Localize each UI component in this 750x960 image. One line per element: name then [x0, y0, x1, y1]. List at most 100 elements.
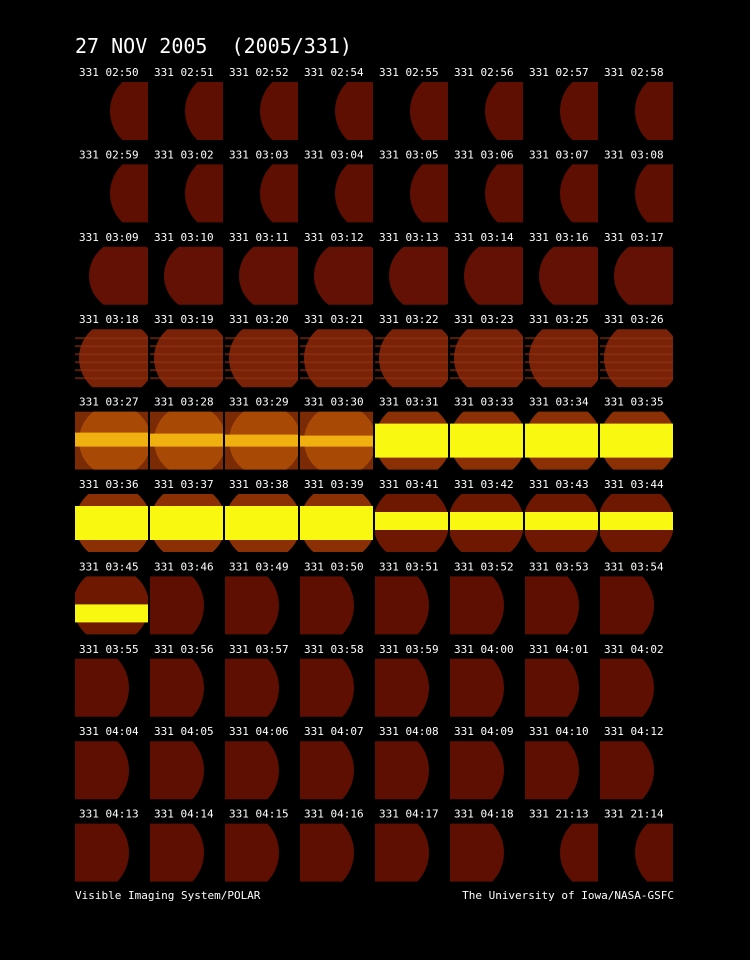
frame-image [300, 576, 354, 635]
frame-image [335, 164, 373, 223]
frame-image [225, 823, 279, 882]
stripe [75, 377, 148, 380]
frame-image [450, 823, 504, 882]
frame-label: 331 04:12 [604, 725, 664, 738]
frame-image [375, 823, 429, 882]
frame-label: 331 03:25 [529, 313, 589, 326]
frame-image [450, 741, 504, 800]
frame-label: 331 03:43 [529, 478, 589, 491]
frame-label: 331 02:54 [304, 66, 364, 79]
frame-image [450, 329, 523, 388]
frame-image [239, 246, 298, 305]
disc [335, 164, 373, 223]
frame-label: 331 03:14 [454, 231, 514, 244]
stripe [225, 369, 298, 372]
frame-image [410, 82, 448, 140]
frame-image [75, 823, 129, 882]
frame-image [75, 658, 129, 717]
frame-label: 331 03:11 [229, 231, 289, 244]
frame-label: 331 03:29 [229, 396, 289, 409]
stripe [225, 337, 298, 340]
stripe [525, 369, 598, 372]
disc [450, 658, 504, 717]
band [375, 512, 448, 530]
frame-label: 331 03:19 [154, 313, 214, 326]
disc [485, 164, 523, 223]
disc [525, 658, 579, 717]
stripe [300, 361, 373, 364]
frame-image [75, 576, 148, 635]
stripe [450, 361, 523, 364]
band [75, 506, 148, 540]
frame-image [560, 164, 598, 223]
frame-image [300, 329, 373, 388]
disc [150, 823, 204, 882]
stripe [300, 345, 373, 348]
frame-image [600, 576, 654, 635]
disc [229, 329, 298, 388]
frame-label: 331 03:12 [304, 231, 364, 244]
band [225, 434, 298, 447]
disc [300, 741, 354, 800]
frame-image [314, 246, 373, 305]
frame-label: 331 03:03 [229, 148, 289, 161]
frame-image [635, 82, 673, 140]
disc [300, 576, 354, 635]
disc [560, 82, 598, 140]
disc [225, 823, 279, 882]
band [525, 423, 598, 458]
frame-label: 331 03:52 [454, 560, 514, 573]
frame-label: 331 03:04 [304, 148, 364, 161]
frame-image [375, 741, 429, 800]
frame-label: 331 02:56 [454, 66, 514, 79]
disc [604, 329, 673, 388]
frame-label: 331 03:08 [604, 148, 664, 161]
frame-image [635, 823, 673, 882]
frame-label: 331 03:20 [229, 313, 289, 326]
stripe [450, 337, 523, 340]
frame-label: 331 02:59 [79, 148, 139, 161]
frame-image [75, 411, 148, 470]
frame-label: 331 04:16 [304, 808, 364, 821]
frame-image [375, 411, 448, 470]
frame-label: 331 03:23 [454, 313, 514, 326]
frame-image [150, 823, 204, 882]
stripe [525, 361, 598, 364]
disc [525, 576, 579, 635]
frame-label: 331 03:13 [379, 231, 439, 244]
frame-label: 331 03:34 [529, 396, 589, 409]
disc [154, 329, 223, 388]
frame-image [300, 658, 354, 717]
frame-image [464, 246, 523, 305]
frame-image [525, 576, 579, 635]
band [600, 423, 673, 458]
disc [635, 82, 673, 140]
frame-label: 331 03:54 [604, 560, 664, 573]
frame-image [225, 411, 298, 470]
band [150, 506, 223, 540]
stripe [150, 369, 223, 372]
frame-label: 331 03:46 [154, 560, 214, 573]
disc [300, 658, 354, 717]
frame-label: 331 03:10 [154, 231, 214, 244]
frame-image [450, 494, 523, 552]
frame-image [600, 411, 673, 470]
frame-label: 331 04:17 [379, 808, 439, 821]
disc [600, 658, 654, 717]
stripe [600, 369, 673, 372]
disc [225, 658, 279, 717]
frame-image [525, 411, 598, 470]
stripe [75, 361, 148, 364]
frame-image [525, 494, 598, 552]
frame-label: 331 04:05 [154, 725, 214, 738]
disc [529, 329, 598, 388]
frame-image [150, 494, 223, 552]
disc [560, 823, 598, 882]
frame-image [260, 82, 298, 140]
footer-right: The University of Iowa/NASA-GSFC [462, 889, 674, 902]
frame-label: 331 03:39 [304, 478, 364, 491]
frame-label: 331 03:38 [229, 478, 289, 491]
frame-label: 331 03:58 [304, 643, 364, 656]
frame-image [164, 246, 223, 305]
frame-image [225, 576, 279, 635]
